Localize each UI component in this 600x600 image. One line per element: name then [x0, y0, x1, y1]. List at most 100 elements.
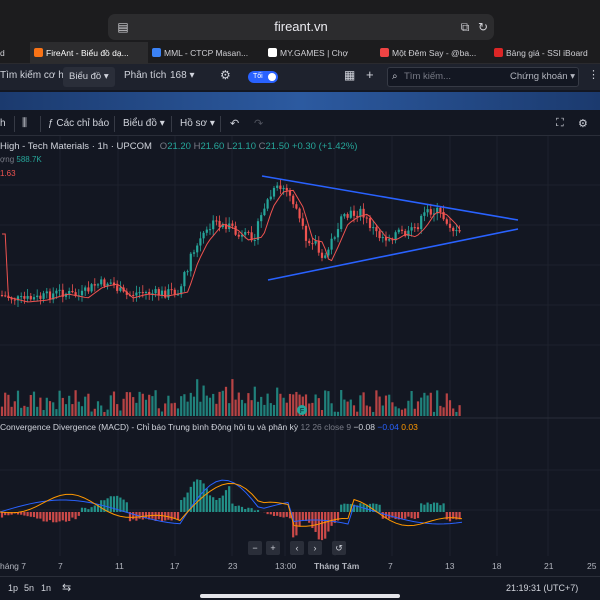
range-1p-button[interactable]: 1p: [8, 583, 19, 593]
browser-tab-partial[interactable]: d: [0, 48, 5, 58]
macd-histogram-bar: [96, 504, 100, 512]
macd-histogram-bar: [36, 512, 39, 519]
volume-bar: [288, 393, 292, 416]
macd-histogram-bar: [343, 503, 346, 512]
volume-bar: [250, 400, 253, 416]
candle-body: [384, 237, 388, 241]
volume-bar: [384, 395, 388, 416]
candle-body: [10, 297, 13, 300]
macd-histogram-bar: [253, 510, 256, 512]
indicators-button[interactable]: ƒ Các chỉ báo: [48, 118, 110, 129]
macd-histogram-bar: [71, 512, 74, 518]
fullscreen-icon[interactable]: ⛶: [556, 117, 564, 129]
browser-tab-ssi[interactable]: Bảng giá - SSI iBoard: [490, 42, 600, 64]
scroll-right-button[interactable]: ›: [308, 541, 322, 555]
redo-icon[interactable]: ↷: [254, 118, 264, 130]
opportunity-link[interactable]: Tìm kiếm cơ hội: [0, 70, 72, 81]
macd-histogram-bar: [39, 512, 42, 519]
profile-dropdown[interactable]: Hồ sơ ▾: [180, 118, 215, 129]
more-icon[interactable]: ⋮: [588, 69, 599, 81]
reader-icon[interactable]: ⧉: [460, 20, 470, 34]
add-icon[interactable]: +: [366, 67, 374, 82]
settings-gear-icon[interactable]: ⚙: [578, 118, 588, 130]
macd-histogram-bar: [426, 502, 429, 512]
browser-tab-mygames[interactable]: MY.GAMES | Chợ: [264, 42, 372, 64]
volume-bar: [96, 401, 100, 416]
candle-body: [167, 289, 170, 298]
candle-body: [109, 282, 112, 284]
toolbar-divider: [220, 116, 221, 132]
candle-body: [436, 207, 439, 214]
x-tick-label: 18: [492, 561, 502, 571]
scroll-left-button[interactable]: ‹: [290, 541, 304, 555]
macd-histogram-bar: [295, 512, 298, 536]
interval-selector[interactable]: h: [0, 118, 6, 129]
macd-histogram-bar: [333, 512, 336, 523]
zoom-in-button[interactable]: +: [266, 541, 280, 555]
gear-icon[interactable]: ⚙: [220, 68, 231, 82]
chart-menu-dropdown[interactable]: Biểu đồ ▾: [63, 67, 115, 87]
volume-bar: [234, 399, 237, 416]
volume-bar: [39, 397, 42, 416]
candle-body: [138, 292, 141, 294]
macd-histogram-bar: [183, 497, 186, 512]
range-1n-button[interactable]: 1n: [41, 583, 52, 593]
macd-histogram-bar: [173, 512, 176, 519]
address-bar[interactable]: ▤ fireant.vn ⧉ ↻: [108, 14, 494, 40]
analysis-value[interactable]: 168 ▾: [170, 70, 195, 81]
candle-body: [298, 208, 301, 219]
candle-body: [4, 295, 7, 297]
volume-bar: [400, 409, 404, 416]
candle-body: [317, 240, 320, 253]
macd-histogram-bar: [445, 512, 448, 520]
browser-tab-youtube[interactable]: Một Đêm Say - @ba...: [376, 42, 488, 64]
dark-mode-toggle[interactable]: Tối: [248, 71, 278, 83]
analysis-label[interactable]: Phân tích: [124, 70, 167, 81]
range-5n-button[interactable]: 5n: [24, 583, 35, 593]
volume-bar: [282, 397, 285, 416]
candle-body: [180, 286, 183, 295]
chart-type-dropdown[interactable]: Biểu đồ ▾: [123, 118, 165, 129]
browser-tab-mml[interactable]: MML - CTCP Masan...: [148, 42, 258, 64]
candlestick-icon[interactable]: ⫼: [22, 117, 28, 129]
candle-body: [45, 291, 48, 294]
lower-trendline: [267, 228, 519, 281]
grid-layout-icon[interactable]: ▦: [344, 68, 356, 82]
search-icon: ⌕: [392, 71, 398, 82]
search-input[interactable]: Tìm kiếm...: [404, 71, 451, 82]
undo-icon[interactable]: ↶: [230, 118, 240, 130]
volume-bar: [135, 402, 138, 416]
reset-chart-button[interactable]: ↺: [332, 541, 346, 555]
calendar-icon[interactable]: ⇆: [62, 582, 72, 594]
change-value: +0.30 (+1.42%): [291, 141, 358, 152]
candle-body: [90, 284, 93, 292]
zoom-out-button[interactable]: −: [248, 541, 262, 555]
candle-body: [260, 215, 263, 222]
volume-bar: [298, 394, 301, 416]
macd-histogram-bar: [221, 495, 224, 512]
macd-histogram-bar: [170, 512, 173, 521]
volume-bar: [356, 411, 359, 416]
reload-icon[interactable]: ↻: [477, 20, 489, 34]
browser-tab-strip: d FireAnt - Biểu đồ dạ... MML - CTCP Mas…: [0, 42, 600, 64]
chevron-down-icon: ▾: [570, 71, 576, 82]
volume-bar: [151, 396, 154, 416]
candle-body: [55, 290, 58, 294]
volume-bar: [228, 403, 231, 416]
candle-body: [352, 210, 356, 216]
volume-bar: [247, 393, 250, 416]
candle-body: [112, 282, 116, 286]
browser-tab-fireant[interactable]: FireAnt - Biểu đồ dạ...: [30, 42, 148, 64]
search-scope-dropdown[interactable]: Chứng khoán ▾: [510, 71, 576, 82]
volume-bar: [215, 403, 218, 416]
volume-bar: [224, 386, 228, 416]
toolbar-divider: [114, 116, 115, 132]
price-chart[interactable]: F: [0, 136, 600, 576]
candle-body: [410, 227, 413, 231]
x-tick-label: 25: [587, 561, 597, 571]
search-box[interactable]: ⌕ Tìm kiếm... Chứng khoán ▾: [387, 67, 579, 87]
volume-bar: [4, 392, 7, 416]
chevron-down-icon: ▾: [103, 71, 109, 82]
volume-bar: [276, 387, 279, 416]
tab-overview-icon[interactable]: ▤: [117, 20, 129, 34]
